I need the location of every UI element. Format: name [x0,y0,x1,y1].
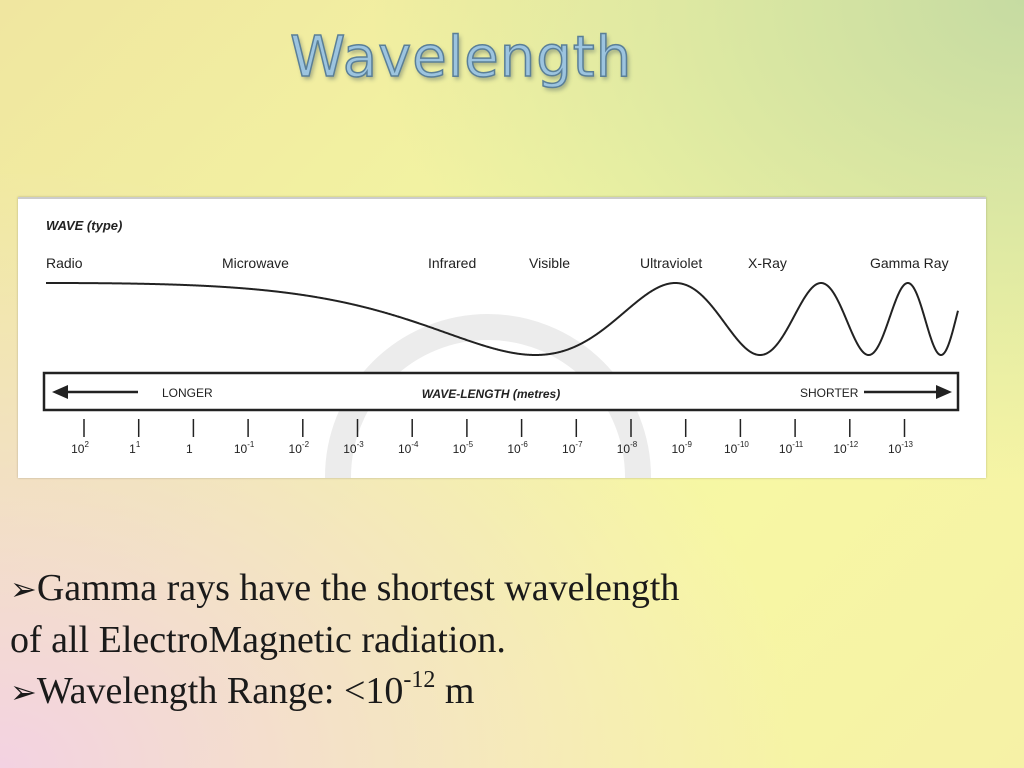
bullet-2: ➢Wavelength Range: <10-12 m [10,666,1010,718]
spectrum-svg: WAVE (type) Radio Microwave Infrared Vis… [18,197,986,478]
bullet-1-text: Gamma rays have the shortest wavelength [36,567,680,609]
em-wave-curve [46,281,959,357]
shorter-arrow-head [936,385,952,399]
scale-label: 10-4 [398,440,419,456]
bullet-2-exponent: -12 [403,667,436,694]
scale-label: 102 [71,440,89,456]
label-infrared: Infrared [428,255,476,271]
bullet-1: ➢Gamma rays have the shortest wavelength [10,563,1010,615]
bullet-text: ➢Gamma rays have the shortest wavelength… [10,563,1010,718]
scale-label: 10-10 [724,440,749,456]
wavelength-scale: 102 11 1 10-1 10-2 10-3 10-4 10-5 10-6 10-7 10-8 10… [71,419,914,456]
bullet-arrow-icon: ➢ [10,673,37,711]
label-microwave: Microwave [222,255,289,271]
wavelength-band [42,371,960,412]
longer-arrow-head [52,385,68,399]
scale-label: 10-12 [833,440,858,456]
shorter-label: SHORTER [800,386,859,400]
wave-type-labels: Radio Microwave Infrared Visible Ultravi… [46,255,949,271]
scale-label: 11 [129,440,141,456]
scale-label: 10-5 [453,440,474,456]
scale-label: 10-11 [779,440,804,456]
wavelength-band-label: WAVE-LENGTH (metres) [422,387,560,401]
bullet-1-text-cont: of all ElectroMagnetic radiation. [10,619,506,661]
label-radio: Radio [46,255,83,271]
bullet-arrow-icon: ➢ [10,570,37,608]
scale-label: 10-7 [562,440,583,456]
label-visible: Visible [529,255,570,271]
scale-label: 1 [186,442,193,456]
slide-title: Wavelength [289,24,633,91]
scale-label: 10-1 [234,440,255,456]
watermark-circle [325,314,651,478]
longer-label: LONGER [162,386,213,400]
bullet-2-text: Wavelength Range: <10 [36,670,404,712]
scale-label: 10-13 [888,440,913,456]
scale-label: 10-8 [617,440,638,456]
bullet-2-unit: m [435,670,475,712]
label-gamma-ray: Gamma Ray [870,255,949,271]
scale-label: 10-6 [507,440,528,456]
scale-label: 10-3 [343,440,364,456]
em-spectrum-diagram: WAVE (type) Radio Microwave Infrared Vis… [18,197,986,478]
wave-type-heading: WAVE (type) [46,218,122,233]
scale-label: 10-2 [289,440,310,456]
label-xray: X-Ray [748,255,787,271]
scale-label: 10-9 [671,440,692,456]
label-ultraviolet: Ultraviolet [640,255,702,271]
bullet-1-continuation: of all ElectroMagnetic radiation. [10,615,1010,666]
